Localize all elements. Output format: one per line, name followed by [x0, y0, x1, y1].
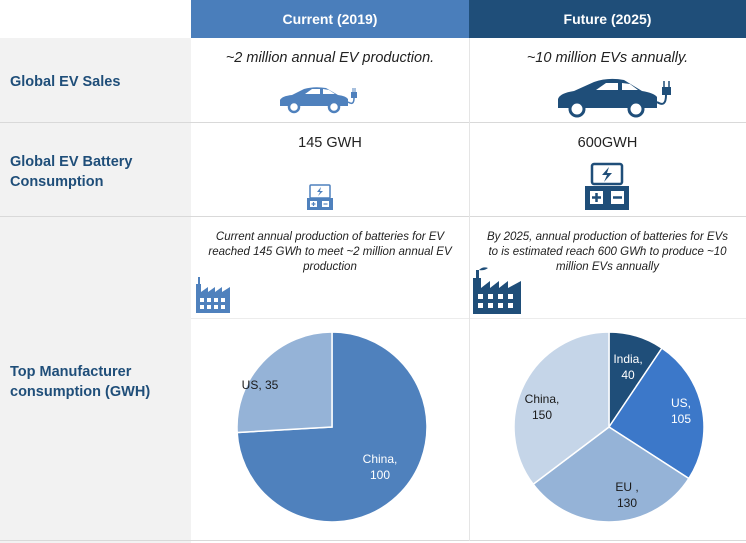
row-divider	[0, 540, 746, 541]
row-label-manufacturer: Top Manufacturer consumption (GWH)	[10, 364, 151, 400]
pie-data-label: India, 40	[613, 352, 642, 382]
pie-data-label: EU , 130	[615, 480, 638, 510]
future-production-note: By 2025, annual production of batteries …	[486, 231, 728, 273]
row-label-sales: Global EV Sales	[10, 74, 121, 90]
electric-car-icon	[274, 84, 364, 119]
pie-slice	[236, 331, 333, 434]
future-battery-text: 600GWH	[577, 135, 638, 151]
battery-icon	[305, 182, 335, 217]
pie-data-label: US, 35	[242, 378, 279, 392]
battery-icon	[583, 160, 631, 217]
current-battery-text: 145 GWH	[298, 135, 362, 151]
row-divider	[0, 122, 746, 123]
header-future: Future (2025)	[469, 0, 746, 38]
row-label-battery: Global EV Battery Consumption	[10, 154, 133, 190]
pie-data-label: China, 150	[525, 392, 560, 422]
pie-chart-future: India, 40 US, 105 EU , 130 China, 150	[513, 331, 705, 523]
pie-slice	[532, 426, 690, 523]
current-sales-text: ~2 million annual EV production.	[225, 50, 435, 66]
pie-data-label: US, 105	[671, 396, 691, 426]
current-production-note: Current annual production of batteries f…	[208, 231, 452, 273]
future-sales-text: ~10 million EVs annually.	[526, 50, 689, 66]
row-label-column	[0, 38, 191, 543]
factory-icon	[471, 266, 525, 321]
pie-data-label: China, 100	[363, 452, 398, 482]
header-current: Current (2019)	[191, 0, 469, 38]
factory-icon	[193, 276, 233, 319]
column-divider	[469, 38, 470, 541]
electric-car-icon	[554, 76, 686, 123]
pie-slice	[607, 347, 705, 480]
pie-chart-current: China, 100 US, 35	[236, 331, 428, 523]
pie-slice	[513, 331, 610, 486]
row-divider	[191, 318, 746, 319]
header-future-label: Future (2025)	[563, 11, 652, 27]
row-divider	[0, 216, 746, 217]
header-current-label: Current (2019)	[282, 11, 378, 27]
